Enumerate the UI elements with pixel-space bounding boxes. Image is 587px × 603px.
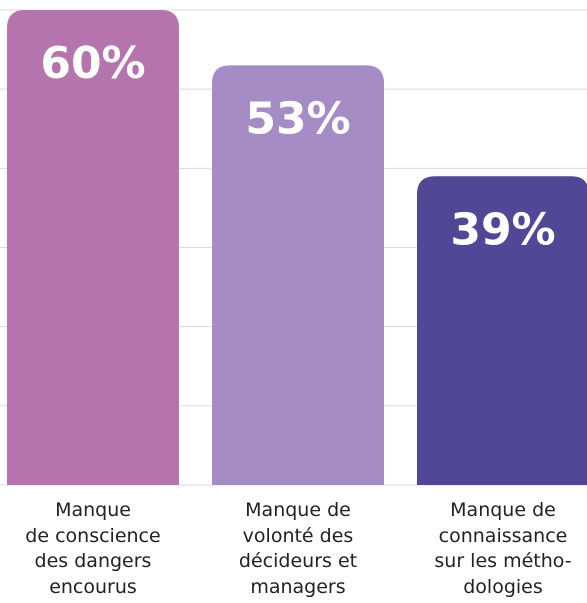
x-tick-label: Manque de volonté des décideurs et manag… bbox=[238, 499, 358, 598]
bar bbox=[417, 176, 587, 485]
x-tick-label: Manque de conscience des dangers encouru… bbox=[25, 499, 161, 598]
x-tick-label: Manque de connaissance sur les métho- do… bbox=[434, 499, 572, 598]
value-label: 53% bbox=[245, 93, 350, 144]
bar bbox=[7, 10, 179, 485]
value-label: 39% bbox=[450, 204, 555, 255]
value-label: 60% bbox=[40, 38, 145, 89]
bar bbox=[212, 65, 384, 486]
